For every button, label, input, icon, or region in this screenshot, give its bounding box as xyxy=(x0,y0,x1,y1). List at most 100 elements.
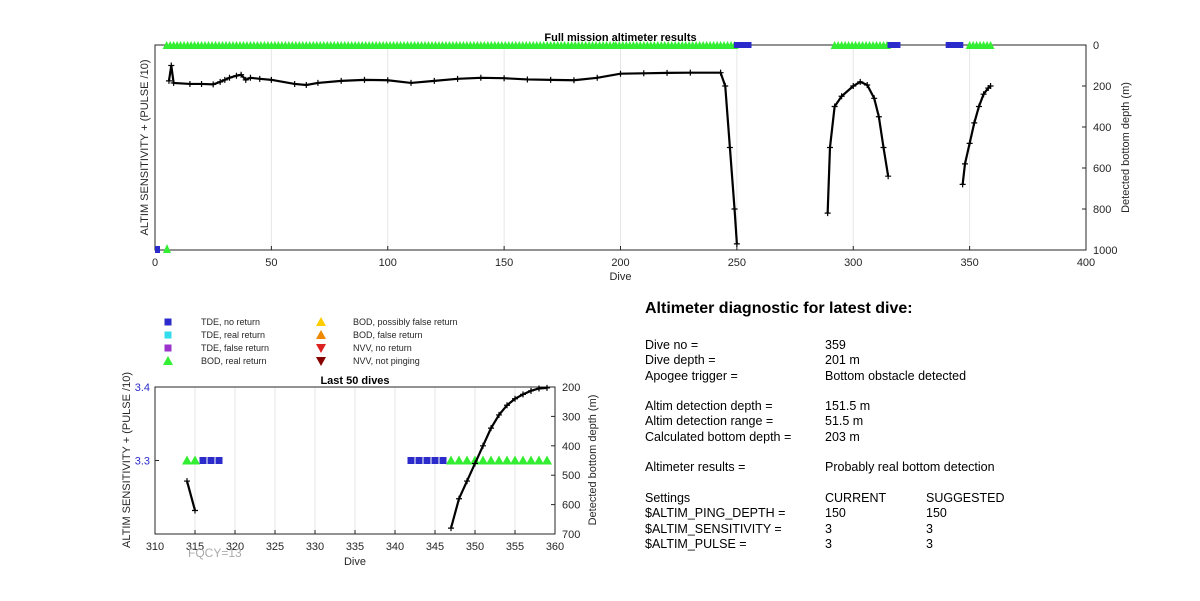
top-tde-marker xyxy=(894,42,901,48)
top-depth-point xyxy=(966,140,973,147)
top-depth-point xyxy=(221,76,228,83)
top-depth-point xyxy=(210,81,217,88)
top-depth-point xyxy=(477,74,484,81)
top-chart-bottom-tde-marker xyxy=(155,246,160,253)
diagnostic-row-label: Calculated bottom depth = xyxy=(645,429,792,444)
bottom-bod-marker xyxy=(502,455,512,465)
bottom-depth-point xyxy=(496,411,502,418)
top-depth-point xyxy=(431,77,438,84)
top-depth-point xyxy=(291,80,298,87)
settings-header-suggested: SUGGESTED xyxy=(926,490,1005,505)
bottom-chart-title: Last 50 dives xyxy=(320,375,389,387)
legend-triangle-up-marker xyxy=(163,356,173,365)
diagnostic-row-value: 151.5 m xyxy=(825,399,871,414)
bottom-bod-marker xyxy=(510,455,520,465)
diagnostic-detection-block: Altim detection depth = 151.5 m Altim dete… xyxy=(645,399,1185,445)
top-depth-point xyxy=(885,173,892,180)
bottom-tde-marker xyxy=(439,457,447,464)
bottom-tde-marker xyxy=(207,457,215,464)
diagnostic-row-value: 201 m xyxy=(825,353,860,368)
diagnostic-row: Altim detection range = 51.5 m xyxy=(645,414,1185,429)
top-depth-point xyxy=(408,79,415,86)
top-depth-point xyxy=(731,206,738,212)
legend-square-marker xyxy=(164,318,172,326)
settings-row-suggested: 3 xyxy=(926,536,933,551)
top-depth-point xyxy=(857,78,864,85)
diagnostic-result-block: Altimeter results = Probably real bottom … xyxy=(645,460,1185,475)
diagnostic-row-label: Altimeter results = xyxy=(645,460,746,475)
bottom-depth-point xyxy=(464,478,470,485)
bottom-bod-marker xyxy=(462,455,472,465)
diagnostic-row-value: Probably real bottom detection xyxy=(825,460,995,475)
bottom-bod-marker xyxy=(446,455,456,465)
top-y-tick-label: 600 xyxy=(1093,163,1111,175)
top-y-tick-label: 800 xyxy=(1093,204,1111,216)
diagnostic-row: Dive no = 359 xyxy=(645,338,1185,353)
bottom-tde-marker xyxy=(215,457,223,464)
top-depth-line xyxy=(826,80,890,214)
top-chart-title: Full mission altimeter results xyxy=(544,32,696,44)
bottom-chart-grid xyxy=(154,387,556,534)
diagnostic-row: Apogee trigger = Bottom obstacle detected xyxy=(645,369,1185,384)
legend-entry-label: NVV, no return xyxy=(353,343,412,353)
bottom-y-right-tick-label: 200 xyxy=(562,382,580,394)
top-x-tick-label: 200 xyxy=(611,257,629,269)
settings-row-current: 3 xyxy=(825,521,832,536)
top-depth-point xyxy=(864,81,871,88)
top-depth-point xyxy=(226,74,233,81)
bottom-bod-marker xyxy=(182,455,192,465)
bottom-depth-point xyxy=(504,402,510,409)
bottom-x-tick-label: 340 xyxy=(386,541,404,553)
diagnostic-title: Altimeter diagnostic for latest dive: xyxy=(645,300,913,317)
top-tde-marker xyxy=(745,42,752,48)
bottom-depth-point xyxy=(184,478,190,485)
top-depth-point xyxy=(242,76,249,83)
top-y-tick-label: 200 xyxy=(1093,81,1111,93)
settings-header-row: Settings CURRENT SUGGESTED xyxy=(645,491,1185,506)
top-x-tick-label: 300 xyxy=(844,257,862,269)
bottom-bod-marker xyxy=(486,455,496,465)
bottom-chart-y-left-ticks: 3.4 3.3 xyxy=(135,382,159,468)
top-depth-point xyxy=(959,181,966,188)
diagnostic-row-label: Dive depth = xyxy=(645,353,716,368)
bottom-x-tick-label: 350 xyxy=(466,541,484,553)
bottom-depth-point xyxy=(192,507,198,514)
top-depth-point xyxy=(217,78,224,85)
top-depth-point xyxy=(186,80,193,87)
top-depth-point xyxy=(871,95,878,102)
bottom-depth-point xyxy=(544,384,550,391)
top-chart-y-ticks: 0 200 400 600 800 1000 xyxy=(1082,40,1117,257)
bottom-depth-point xyxy=(512,395,518,402)
top-depth-point xyxy=(168,62,175,69)
top-y-tick-label: 1000 xyxy=(1093,245,1117,257)
settings-row-current: 3 xyxy=(825,536,832,551)
bottom-x-tick-label: 335 xyxy=(346,541,364,553)
top-x-tick-label: 50 xyxy=(265,257,277,269)
top-depth-point xyxy=(617,70,624,77)
top-depth-point xyxy=(987,83,994,89)
top-depth-point xyxy=(338,77,345,84)
diagnostic-row-label: Dive no = xyxy=(645,338,699,352)
legend-triangle-up-marker xyxy=(316,317,326,326)
settings-row-current: 150 xyxy=(825,506,846,521)
top-depth-point xyxy=(961,160,968,167)
bottom-bod-marker xyxy=(518,455,528,465)
bottom-x-tick-label: 310 xyxy=(146,541,164,553)
diagnostic-row: Altimeter results = Probably real bottom … xyxy=(645,460,1185,475)
bottom-bod-marker xyxy=(526,455,536,465)
top-x-tick-label: 150 xyxy=(495,257,513,269)
top-depth-line xyxy=(167,65,738,244)
diagnostic-row-value: Bottom obstacle detected xyxy=(825,368,967,383)
top-depth-point xyxy=(198,80,205,87)
top-depth-point xyxy=(971,119,978,126)
diagnostic-row: Dive depth = 201 m xyxy=(645,353,1185,368)
bottom-depth-point xyxy=(536,385,542,392)
top-x-tick-label: 250 xyxy=(728,257,746,269)
settings-rows: $ALTIM_PING_DEPTH = 150 150 $ALTIM_SENSITIV… xyxy=(645,506,1185,552)
legend-entry-label: TDE, no return xyxy=(201,317,260,327)
top-depth-point xyxy=(501,75,508,82)
top-depth-point xyxy=(238,71,245,78)
top-depth-point xyxy=(170,79,177,86)
diagnostic-dive-block: Dive no = 359 Dive depth = 201 m Apogee trig… xyxy=(645,338,1185,384)
